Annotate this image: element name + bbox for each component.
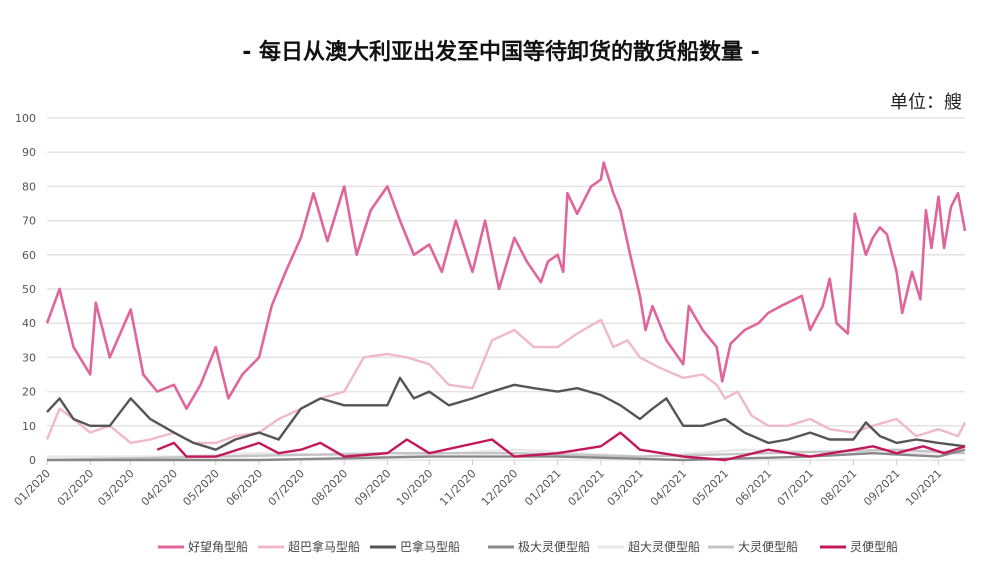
x-tick-label: 02/2020 [55,467,97,509]
x-tick-label: 09/2020 [352,467,394,509]
y-tick-label: 20 [22,386,36,399]
series-line-6 [156,431,966,462]
x-tick-label: 08/2020 [309,467,351,509]
y-tick-label: 100 [15,112,36,125]
series-line-3 [47,448,966,462]
x-tick-label: 06/2021 [733,467,775,509]
chart-title: - 每日从澳大利亚出发至中国等待卸货的散货船数量 - [242,40,760,65]
legend-label: 极大灵便型船 [518,540,590,554]
x-tick-label: 08/2021 [818,467,860,509]
y-tick-label: 0 [29,454,36,467]
x-tick-label: 01/2020 [12,467,54,509]
legend-label: 巴拿马型船 [400,539,460,554]
y-tick-label: 50 [22,283,36,296]
x-tick-label: 11/2020 [437,467,479,509]
legend-label: 超大灵便型船 [628,539,700,554]
y-tick-label: 70 [22,215,36,228]
x-tick-label: 10/2021 [903,467,945,509]
y-tick-label: 40 [22,317,36,330]
y-tick-label: 80 [22,180,36,193]
y-tick-label: 30 [22,351,36,364]
series-line-0 [45,161,967,411]
x-tick-label: 07/2020 [266,467,308,509]
x-tick-label: 04/2020 [139,467,181,509]
x-tick-label: 03/2021 [605,467,647,509]
x-tick-label: 10/2020 [394,467,436,509]
x-tick-label: 09/2021 [861,467,903,509]
x-tick-label: 05/2020 [180,467,222,509]
x-tick-label: 05/2021 [690,467,732,509]
y-tick-label: 60 [22,249,36,262]
y-tick-label: 90 [22,146,36,159]
legend-label: 灵便型船 [850,540,898,554]
legend-label: 超巴拿马型船 [288,539,360,554]
x-tick-label: 07/2021 [775,467,817,509]
x-tick-label: 03/2020 [95,467,137,509]
series-line-2 [46,376,966,451]
x-tick-label: 01/2021 [522,467,564,509]
legend-label: 好望角型船 [188,540,248,554]
x-tick-label: 04/2021 [648,467,690,509]
legend-label: 大灵便型船 [738,540,798,554]
x-tick-label: 06/2020 [224,467,266,509]
x-tick-label: 12/2020 [479,467,521,509]
unit-label: 单位：艘 [890,92,962,113]
series-line-1 [45,318,967,445]
y-tick-label: 10 [22,420,36,433]
series-line-5 [46,448,966,462]
x-tick-label: 02/2021 [565,467,607,509]
